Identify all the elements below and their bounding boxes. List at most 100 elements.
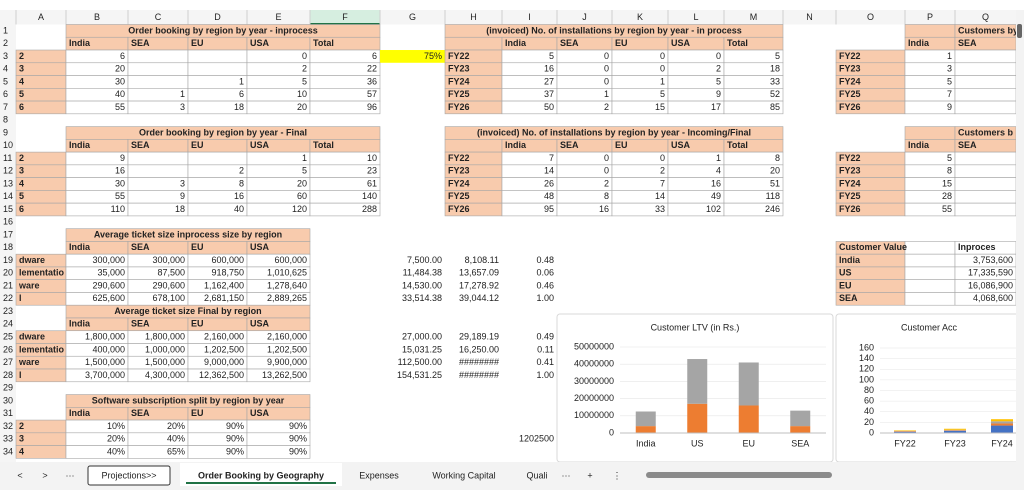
cell-text: ######## xyxy=(459,357,499,367)
row-header: 31 xyxy=(3,408,13,418)
cell-text: 918,750 xyxy=(211,268,244,278)
cell xyxy=(246,445,311,459)
cell-text: lementatio xyxy=(19,344,65,354)
horizontal-scroll-thumb[interactable] xyxy=(646,472,832,478)
sheet-tab[interactable]: Working Capital xyxy=(432,470,495,480)
cell-text: 51 xyxy=(770,178,780,188)
scroll-thumb[interactable] xyxy=(1017,24,1022,38)
cell-text: 2 xyxy=(604,178,609,188)
tab-action[interactable]: ⋮ xyxy=(613,470,622,480)
cell-text: 55 xyxy=(942,204,952,214)
cell-text: 1,000,000 xyxy=(145,344,185,354)
sheet-tab[interactable]: Expenses xyxy=(359,470,399,480)
cell xyxy=(309,49,381,64)
vertical-scrollbar[interactable] xyxy=(1016,10,1024,462)
cell-text: 1202500 xyxy=(519,434,554,444)
cell xyxy=(954,49,1016,64)
tab-action[interactable]: + xyxy=(587,470,592,480)
table-title: (invoiced) No. of installations by regio… xyxy=(477,127,751,137)
cell-text: 110 xyxy=(111,204,125,214)
cell-text: 1,500,000 xyxy=(85,357,125,367)
cell-text: ware xyxy=(18,280,40,290)
cell-text: FY24 xyxy=(448,76,470,86)
row-header: 32 xyxy=(3,421,13,431)
sheet-tab[interactable]: Quali xyxy=(526,470,547,480)
cell-text: 3 xyxy=(180,178,185,188)
cell-text: 57 xyxy=(367,89,377,99)
cell xyxy=(444,139,503,153)
cell-text: EU xyxy=(191,319,204,329)
row-header: 7 xyxy=(3,102,8,112)
sheet-tab[interactable]: Projections>> xyxy=(101,470,156,480)
cell-text: FY26 xyxy=(448,102,470,112)
bar-segment xyxy=(738,405,759,433)
cell-text: 7 xyxy=(549,153,554,163)
cell-text: 15 xyxy=(942,178,952,188)
tab-bar xyxy=(0,462,1024,490)
bar-segment xyxy=(687,403,708,433)
cell-text: 1 xyxy=(239,76,244,86)
cell-text: 7 xyxy=(660,178,665,188)
cell-text: 20% xyxy=(107,434,125,444)
cell-text: 87,500 xyxy=(157,268,185,278)
cell-text: 40% xyxy=(167,434,185,444)
cell-text: 55 xyxy=(115,191,125,201)
cell-text: 17,278.92 xyxy=(459,280,499,290)
row-header: 11 xyxy=(3,153,12,163)
bar-segment xyxy=(944,429,966,431)
cell-text: 22 xyxy=(367,64,377,74)
cell-text: 2 xyxy=(716,64,721,74)
cell-text: 10% xyxy=(107,421,125,431)
column-header: A xyxy=(38,12,44,22)
x-tick-label: EU xyxy=(742,438,755,448)
cell-text: 14 xyxy=(544,166,554,176)
cell-text: SEA xyxy=(131,408,150,418)
x-tick-label: FY22 xyxy=(894,438,916,448)
cell-text: FY26 xyxy=(839,102,861,112)
bar-segment xyxy=(635,426,656,433)
y-tick-label: 120 xyxy=(859,364,874,374)
cell-text: 118 xyxy=(766,191,780,201)
y-tick-label: 20 xyxy=(864,417,874,427)
cell xyxy=(954,202,1016,217)
row-header: 6 xyxy=(3,89,8,99)
cell xyxy=(954,190,1016,204)
row-header: 13 xyxy=(3,178,13,188)
cell-text: 8 xyxy=(604,191,609,201)
cell-text: FY24 xyxy=(839,76,861,86)
cell-text: SEA xyxy=(839,293,858,303)
sheet-tab[interactable]: Order Booking by Geography xyxy=(198,470,324,480)
cell-text: SEA xyxy=(958,38,977,48)
row-header: 3 xyxy=(3,51,8,61)
cell-text: 0 xyxy=(604,153,609,163)
cell-text: 75% xyxy=(424,51,442,61)
sheet-area: A B C D E F G H I J K L M N O P Q12345678910111213141516… xyxy=(0,10,1016,462)
row-header: 10 xyxy=(3,140,13,150)
cell-text: 0.48 xyxy=(536,255,554,265)
tab-nav[interactable]: > xyxy=(42,470,47,480)
cell-text: 30 xyxy=(115,178,125,188)
cell-text: 300,000 xyxy=(152,255,185,265)
cell-text: 0 xyxy=(604,64,609,74)
tab-action[interactable]: ··· xyxy=(562,470,571,480)
cell-text: Customer Value xyxy=(839,242,907,252)
cell-text: 16 xyxy=(115,166,125,176)
cell-text: India xyxy=(69,408,91,418)
cell-text: 5 xyxy=(19,89,24,99)
cell xyxy=(65,151,129,166)
cell-text: 40 xyxy=(234,204,244,214)
tab-nav[interactable]: < xyxy=(17,470,22,480)
cell xyxy=(954,75,1016,89)
cell-text: EU xyxy=(191,408,204,418)
tab-nav[interactable]: ··· xyxy=(66,470,75,480)
cell-text: 5 xyxy=(302,166,307,176)
cell-text: 15,031.25 xyxy=(402,344,442,354)
bar-segment xyxy=(944,430,966,433)
cell-text: FY25 xyxy=(448,89,470,99)
cell-text: 39,044.12 xyxy=(459,293,499,303)
cell xyxy=(723,100,784,115)
bar-segment xyxy=(687,359,708,404)
cell-text: 8 xyxy=(775,153,780,163)
cell-text: 2,681,150 xyxy=(204,293,244,303)
cell-text: 0.06 xyxy=(536,268,554,278)
